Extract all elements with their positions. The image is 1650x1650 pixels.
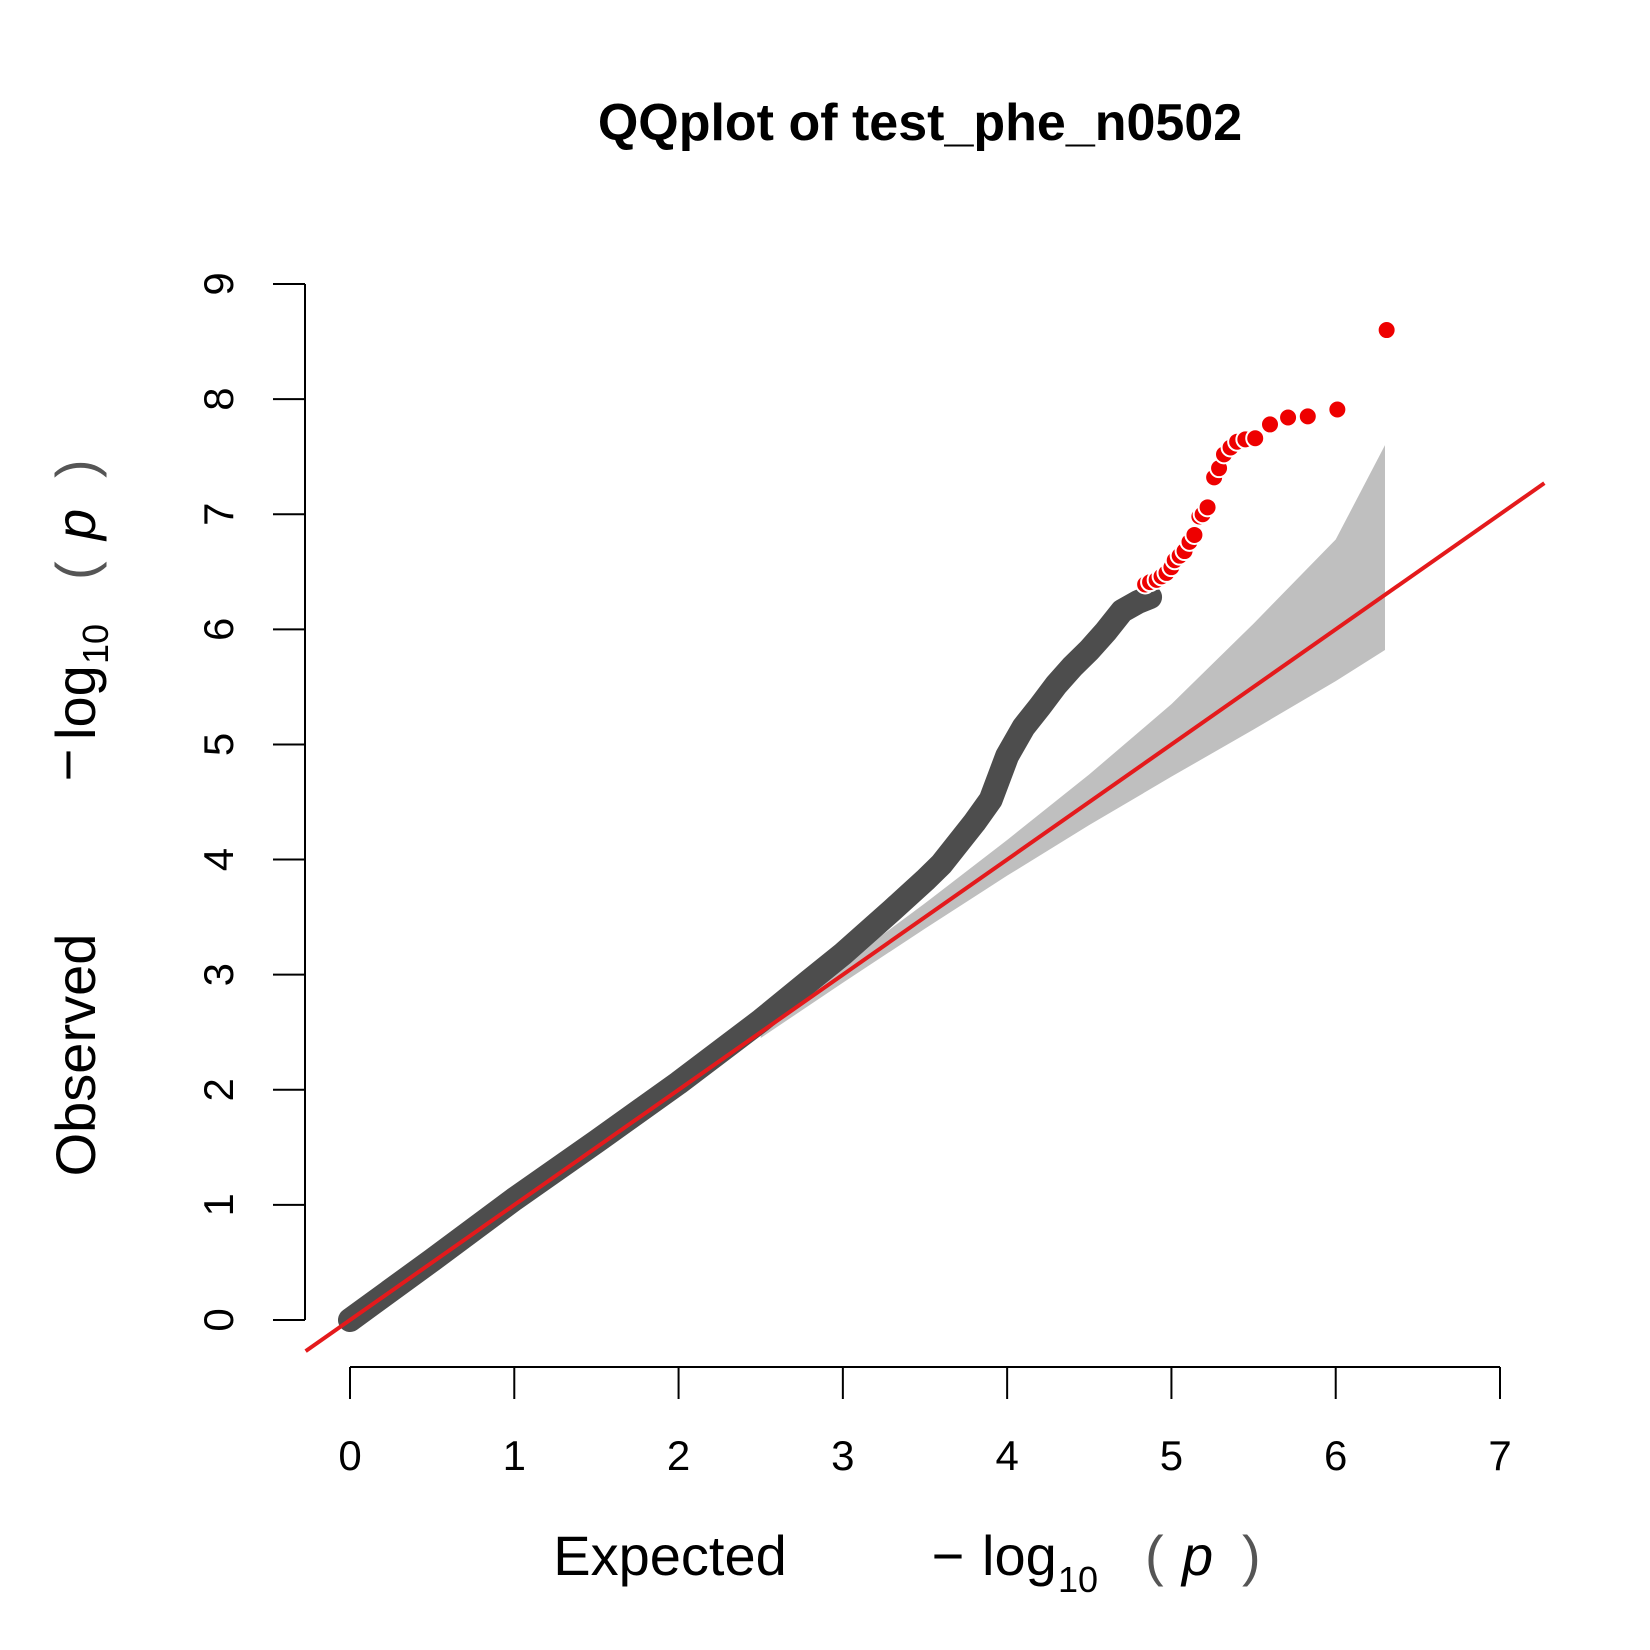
y-tick-label: 8 bbox=[195, 387, 242, 410]
x-tick-label: 3 bbox=[831, 1432, 854, 1479]
y-tick-label: 4 bbox=[195, 848, 242, 871]
x-axis-label-rparen: ) bbox=[1242, 1524, 1261, 1587]
significant-point bbox=[1197, 497, 1218, 518]
y-axis-label: Observed − log 10 ( p ) bbox=[36, 459, 116, 1176]
y-tick-label: 6 bbox=[195, 618, 242, 641]
significant-point bbox=[1260, 414, 1280, 435]
y-axis-label-lparen: ( bbox=[44, 561, 107, 580]
significant-point bbox=[1327, 399, 1348, 420]
x-axis-label-lparen: ( bbox=[1145, 1524, 1164, 1587]
y-tick-label: 5 bbox=[195, 733, 242, 756]
y-axis-label-rparen: ) bbox=[44, 459, 107, 478]
y-tick-label: 1 bbox=[195, 1193, 242, 1216]
significant-point bbox=[1376, 320, 1397, 341]
y-tick-label: 9 bbox=[195, 272, 242, 295]
x-axis-label-word: Expected bbox=[553, 1524, 787, 1587]
plot-area bbox=[304, 320, 1546, 1353]
y-tick-label: 3 bbox=[195, 963, 242, 986]
reference-line bbox=[304, 481, 1546, 1353]
y-axis-label-word: Observed bbox=[44, 934, 107, 1177]
y-tick-label: 7 bbox=[195, 503, 242, 526]
x-tick-label: 5 bbox=[1160, 1432, 1183, 1479]
x-axis-label-log: log bbox=[982, 1524, 1057, 1587]
significant-point bbox=[1184, 524, 1205, 545]
x-tick-label: 4 bbox=[995, 1432, 1018, 1479]
y-axis-label-subscript: 10 bbox=[75, 624, 116, 664]
significant-point bbox=[1278, 407, 1299, 428]
x-axis-label-minus: − bbox=[932, 1524, 965, 1587]
x-axis-label-subscript: 10 bbox=[1058, 1559, 1098, 1600]
x-tick-label: 6 bbox=[1324, 1432, 1347, 1479]
significant-point bbox=[1297, 406, 1318, 427]
y-tick-label: 0 bbox=[195, 1308, 242, 1331]
y-axis-label-minus: − bbox=[36, 749, 99, 782]
x-tick-label: 1 bbox=[503, 1432, 526, 1479]
x-axis: 0 1 2 3 4 5 6 7 bbox=[338, 1366, 1512, 1479]
y-tick-label: 2 bbox=[195, 1078, 242, 1101]
y-axis: 0 1 2 3 4 5 6 7 8 9 bbox=[195, 272, 306, 1332]
y-axis-label-log: log bbox=[44, 665, 107, 740]
chart-title: QQplot of test_phe_n0502 bbox=[598, 94, 1242, 152]
observed-points-trace bbox=[338, 585, 1163, 1332]
x-tick-label: 0 bbox=[338, 1432, 361, 1479]
significant-points bbox=[1135, 320, 1397, 595]
x-axis-label-p: p bbox=[1180, 1524, 1213, 1587]
significant-point bbox=[1245, 428, 1266, 449]
x-tick-label: 7 bbox=[1488, 1432, 1511, 1479]
y-axis-label-p: p bbox=[44, 509, 107, 542]
x-axis-label: Expected − log 10 ( p ) bbox=[553, 1524, 1260, 1600]
x-tick-label: 2 bbox=[667, 1432, 690, 1479]
